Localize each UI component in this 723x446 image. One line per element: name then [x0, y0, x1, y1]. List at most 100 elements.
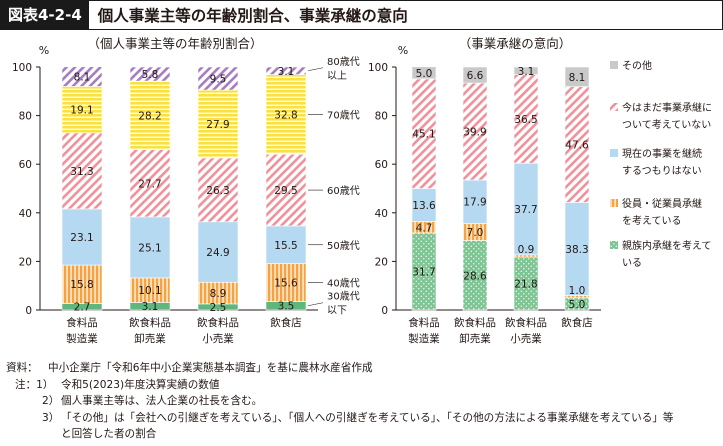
category-label: 飲食料品	[505, 316, 547, 329]
y-tick-label: 80	[19, 111, 32, 123]
data-label: 15.8	[70, 279, 93, 291]
legend-swatch	[610, 103, 618, 111]
note-label: 資料：	[6, 362, 38, 374]
data-label: 13.6	[412, 200, 436, 212]
bar-segment	[61, 86, 103, 134]
bar-segment	[564, 66, 590, 87]
legend-label: その他	[622, 59, 652, 72]
bar-segment	[197, 66, 239, 91]
bar-segment	[61, 208, 103, 266]
bar-segment	[411, 232, 437, 311]
y-tick-label: 20	[375, 256, 388, 268]
data-label: 8.9	[210, 288, 227, 300]
data-label: 2.7	[74, 302, 91, 314]
legend-swatch	[610, 149, 618, 157]
data-label: 9.5	[210, 74, 227, 86]
data-label: 27.9	[206, 119, 229, 131]
data-label: 47.6	[565, 140, 589, 152]
data-label: 3.1	[142, 301, 159, 313]
figure-header: 図表4-2-4 個人事業主等の年齢別割合、事業承継の意向	[0, 0, 723, 30]
data-label: 15.6	[274, 278, 298, 290]
data-label: 3.1	[278, 66, 295, 78]
y-tick-label: 0	[25, 305, 32, 317]
bar-segment	[61, 66, 103, 87]
note-text: と回答した者の割合	[61, 428, 157, 441]
note-label: 3）	[42, 411, 60, 424]
succession-chart: （事業承継の意向）% 0 20 40 60 80 100 31.7 28.6 21.8 5.0 4.7…	[368, 36, 712, 345]
chart-title: （個人事業主等の年齢別割合）	[87, 36, 262, 51]
bar-segment	[197, 221, 239, 283]
data-label: 19.1	[70, 105, 93, 117]
data-label: 5.0	[416, 68, 433, 80]
note-text: 個人事業主等は、法人企業の社長を含む。	[61, 395, 263, 408]
data-label: 38.3	[565, 244, 588, 256]
bar-segment	[265, 225, 307, 264]
category-label: 飲食料品	[454, 316, 496, 329]
data-label: 31.7	[412, 266, 435, 278]
legend-label: 30歳代	[327, 291, 360, 303]
legend-label: 60歳代	[327, 185, 360, 197]
legend-label: 以上	[327, 70, 347, 82]
data-label: 15.5	[274, 240, 297, 252]
y-axis-unit: %	[39, 44, 49, 57]
category-label: 小売業	[202, 332, 234, 345]
data-label: 2.5	[210, 302, 227, 314]
data-label: 45.1	[412, 129, 435, 141]
data-label: 32.8	[274, 109, 297, 121]
y-tick-label: 100	[368, 62, 388, 74]
y-tick-label: 20	[19, 256, 32, 268]
data-label: 3.5	[278, 301, 295, 313]
data-label: 8.1	[569, 72, 586, 84]
data-label: 6.6	[467, 70, 484, 82]
age-chart: （個人事業主等の年齢別割合）% 0 20 40 60 80 100 2.7 3.1 2.5 3.5 1…	[12, 36, 360, 345]
data-label: 23.1	[70, 232, 93, 244]
data-label: 29.5	[274, 185, 297, 197]
note-text: 令和5(2023)年度決算実績の数値	[61, 378, 220, 391]
bar-segment	[61, 132, 103, 210]
category-label: 製造業	[66, 332, 98, 345]
bar-segment	[513, 256, 539, 311]
bar-segment	[462, 66, 488, 84]
category-label: 卸売業	[459, 332, 491, 345]
data-label: 28.6	[463, 270, 487, 282]
data-label: 5.8	[142, 69, 159, 81]
figure-title: 個人事業主等の年齢別割合、事業承継の意向	[97, 7, 408, 25]
bar-segment	[265, 153, 307, 227]
legend-label: するつもりはない	[622, 165, 702, 177]
legend-label: 以下	[327, 306, 347, 317]
data-label: 1.0	[569, 285, 586, 297]
data-label: 3.1	[518, 66, 535, 78]
category-label: 製造業	[408, 332, 440, 345]
y-tick-label: 80	[375, 111, 388, 123]
legend-label: 現在の事業を継続	[622, 147, 702, 160]
note-3-continued: と回答した者の割合	[0, 426, 723, 443]
legend-connector	[307, 302, 324, 307]
bar-segment	[411, 66, 437, 80]
data-label: 4.7	[416, 222, 433, 234]
legend-label: 親族内承継を考えて	[622, 239, 712, 252]
bar-segment	[265, 263, 307, 302]
note-label: 注：1）	[15, 378, 54, 391]
bar-segment	[411, 188, 437, 222]
legend-label: 80歳代	[327, 56, 360, 68]
y-tick-label: 100	[12, 62, 32, 74]
category-label: 飲食料品	[129, 316, 171, 329]
bar-segment	[564, 86, 590, 203]
y-tick-label: 40	[375, 208, 388, 220]
bar-segment	[129, 66, 171, 82]
legend-label: 40歳代	[327, 278, 360, 290]
legend-label: 70歳代	[327, 109, 360, 121]
data-label: 36.5	[514, 114, 537, 126]
legend-swatch	[610, 61, 618, 69]
bar-segment	[513, 74, 539, 164]
data-label: 39.9	[463, 127, 486, 139]
legend-label: 役員・従業員承継	[622, 197, 702, 210]
figure-notes: 資料： 中小企業庁「令和6年中小企業実態基本調査」を基に農林水産省作成 注：1）…	[0, 360, 723, 443]
chart-title: （事業承継の意向）	[459, 36, 572, 51]
category-label: 小売業	[510, 332, 542, 345]
category-label: 飲食店	[270, 316, 302, 329]
data-label: 37.7	[514, 204, 537, 216]
bar-segment	[197, 89, 239, 159]
data-label: 26.3	[206, 185, 229, 197]
y-tick-label: 60	[19, 159, 32, 171]
